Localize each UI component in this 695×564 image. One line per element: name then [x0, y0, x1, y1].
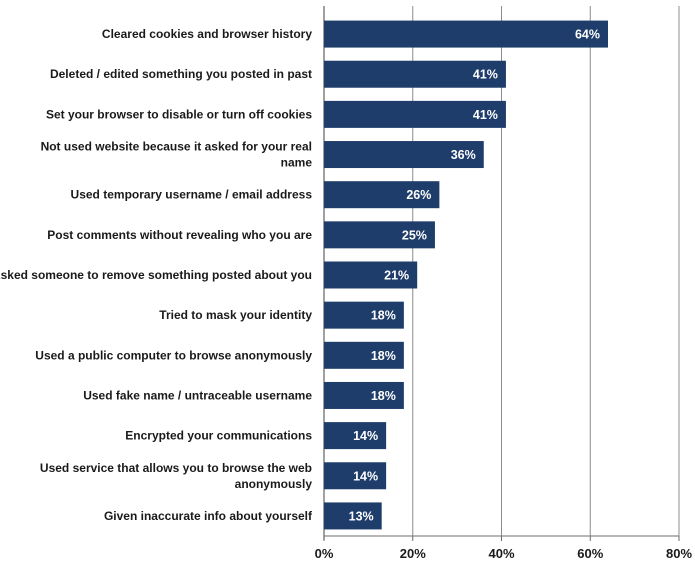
bar — [324, 301, 404, 329]
bar-value-label: 26% — [406, 188, 431, 202]
bar — [324, 60, 506, 88]
category-label-line: Encrypted your communications — [125, 429, 312, 443]
category-label: Deleted / edited something you posted in… — [50, 67, 312, 81]
bar-value-label: 18% — [371, 389, 396, 403]
bar-value-label: 41% — [473, 108, 498, 122]
x-axis-ticks: 0% 20% 40% 60% 80% — [315, 536, 692, 561]
bar-value-label: 21% — [384, 269, 409, 283]
bar — [324, 502, 382, 530]
category-label: Used fake name / untraceable username — [83, 388, 312, 402]
bar-value-label: 64% — [575, 28, 600, 42]
x-tick-label: 80% — [666, 546, 692, 561]
bar-value-label: 25% — [402, 228, 427, 242]
category-label: Used temporary username / email address — [71, 188, 313, 202]
bar-value-label: 18% — [371, 309, 396, 323]
category-label-line: Asked someone to remove something posted… — [0, 268, 312, 282]
bar — [324, 381, 404, 409]
category-label: Used service that allows you to browse t… — [40, 461, 312, 491]
bar — [324, 181, 440, 209]
category-label: Encrypted your communications — [125, 429, 312, 443]
bar-value-label: 18% — [371, 349, 396, 363]
bar — [324, 341, 404, 369]
category-label: Used a public computer to browse anonymo… — [35, 348, 312, 362]
category-label-line: Post comments without revealing who you … — [47, 228, 312, 242]
bar — [324, 462, 387, 490]
category-label-line: Deleted / edited something you posted in… — [50, 67, 312, 81]
x-tick-label: 20% — [400, 546, 426, 561]
bar — [324, 20, 608, 48]
category-label-line: name — [281, 156, 313, 170]
category-label-line: Set your browser to disable or turn off … — [46, 107, 312, 121]
bar-value-label: 14% — [353, 429, 378, 443]
bar-value-label: 14% — [353, 469, 378, 483]
category-label-line: Cleared cookies and browser history — [102, 27, 312, 41]
category-label: Not used website because it asked for yo… — [41, 140, 313, 170]
category-label: Tried to mask your identity — [159, 308, 312, 322]
bar — [324, 422, 387, 450]
category-label-line: Tried to mask your identity — [159, 308, 312, 322]
category-label-line: Given inaccurate info about yourself — [104, 509, 313, 523]
category-label-line: anonymously — [235, 477, 313, 491]
bar-value-label: 36% — [451, 148, 476, 162]
bar-value-label: 13% — [349, 509, 374, 523]
bars: 64% 41% 41% 36% 26% 25% 21% 18% 18% 18% 14% 14% 13% — [324, 20, 608, 530]
category-label-line: Used a public computer to browse anonymo… — [35, 348, 312, 362]
category-labels: Cleared cookies and browser history Delet… — [0, 27, 313, 523]
x-tick-label: 0% — [315, 546, 334, 561]
category-label: Asked someone to remove something posted… — [0, 268, 312, 282]
category-label: Set your browser to disable or turn off … — [46, 107, 312, 121]
x-tick-label: 40% — [488, 546, 514, 561]
bar-value-label: 41% — [473, 68, 498, 82]
bar — [324, 221, 435, 249]
x-tick-label: 60% — [577, 546, 603, 561]
bar — [324, 261, 418, 289]
category-label-line: Used temporary username / email address — [71, 188, 313, 202]
category-label-line: Used service that allows you to browse t… — [40, 461, 312, 475]
category-label-line: Not used website because it asked for yo… — [41, 140, 312, 154]
category-label: Cleared cookies and browser history — [102, 27, 312, 41]
bar — [324, 100, 506, 128]
category-label: Given inaccurate info about yourself — [104, 509, 313, 523]
category-label: Post comments without revealing who you … — [47, 228, 312, 242]
category-label-line: Used fake name / untraceable username — [83, 388, 312, 402]
bar — [324, 141, 484, 169]
